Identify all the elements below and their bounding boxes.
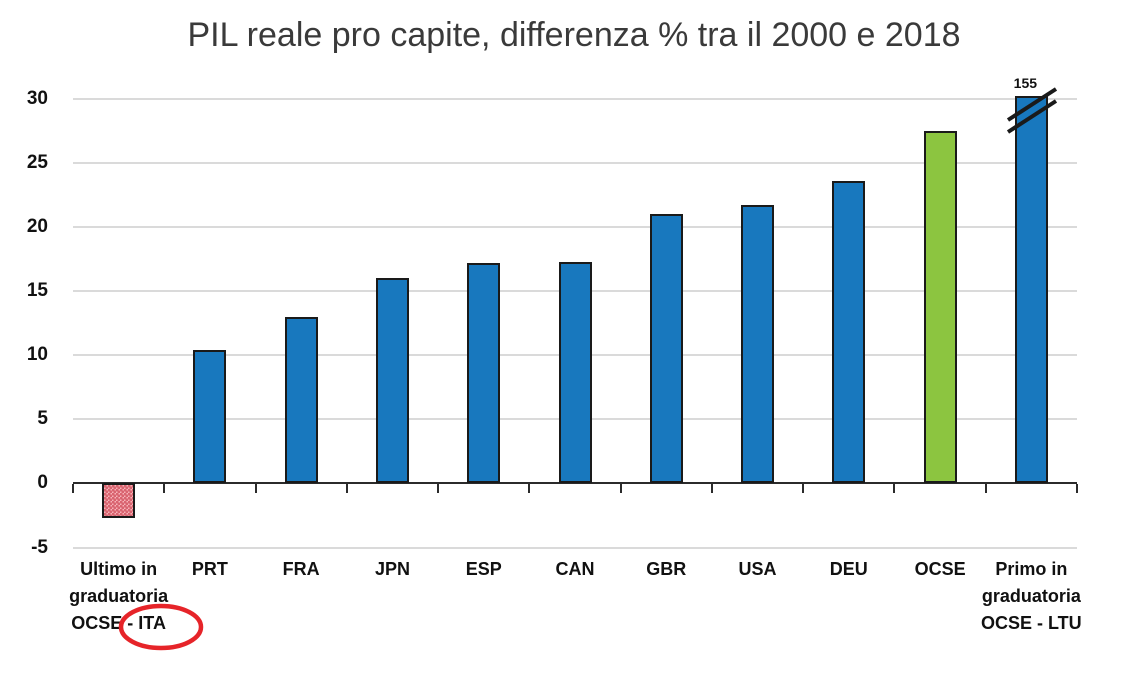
gridline-20 xyxy=(73,226,1077,229)
bar-ita xyxy=(102,483,136,519)
bar-usa xyxy=(741,205,775,484)
gridline-25 xyxy=(73,162,1077,165)
y-tick-label-10: 10 xyxy=(26,344,48,366)
bar-deu xyxy=(832,181,866,484)
chart-title: PIL reale pro capite, differenza % tra i… xyxy=(187,16,961,54)
x-axis-tick xyxy=(1076,484,1078,494)
y-tick-label-15: 15 xyxy=(26,280,48,302)
gridline--5 xyxy=(73,546,1077,549)
x-axis-tick xyxy=(619,484,622,494)
x-axis-tick xyxy=(163,484,166,494)
category-label-ocse: OCSE xyxy=(914,559,966,579)
x-axis-tick xyxy=(345,484,348,494)
y-tick-label--5: -5 xyxy=(31,536,48,558)
bar-can xyxy=(558,261,592,484)
category-label-jpn: JPN xyxy=(374,559,410,579)
bar-gbr xyxy=(649,214,683,484)
x-axis-tick xyxy=(528,484,531,494)
y-tick-label-20: 20 xyxy=(26,216,48,238)
category-label-gbr: GBR xyxy=(646,559,687,579)
category-label-prt: PRT xyxy=(191,559,228,579)
x-axis-tick xyxy=(254,484,257,494)
x-axis-line xyxy=(73,482,1077,485)
y-tick-label-25: 25 xyxy=(26,152,48,174)
bar-ocse xyxy=(923,131,957,484)
category-label-esp: ESP xyxy=(465,559,502,579)
x-axis-tick xyxy=(72,484,74,494)
x-axis-tick xyxy=(802,484,805,494)
x-axis-tick xyxy=(437,484,440,494)
bar-fra xyxy=(284,316,318,484)
x-axis-tick xyxy=(710,484,713,494)
category-label-can: CAN xyxy=(555,559,595,579)
category-label-usa: USA xyxy=(738,559,777,579)
category-label-fra: FRA xyxy=(282,559,320,579)
axis-break-icon xyxy=(1006,87,1058,134)
bar-prt xyxy=(193,350,227,484)
x-axis-tick xyxy=(893,484,896,494)
y-tick-label-0: 0 xyxy=(37,472,48,494)
bar-ltu xyxy=(1014,96,1048,484)
bar-jpn xyxy=(375,278,409,484)
gridline-30 xyxy=(73,98,1077,100)
bar-esp xyxy=(467,263,501,484)
category-label-ltu: Primo in graduatoria OCSE - LTU xyxy=(981,559,1082,633)
x-axis-tick xyxy=(984,484,987,494)
y-tick-label-5: 5 xyxy=(37,408,48,430)
red-circle-annotation xyxy=(118,603,204,651)
y-tick-label-30: 30 xyxy=(26,88,48,109)
bar-value-label-ltu: 155 xyxy=(1013,75,1038,92)
category-label-ita: Ultimo in graduatoria OCSE - ITA xyxy=(69,559,169,633)
category-label-deu: DEU xyxy=(829,559,868,579)
